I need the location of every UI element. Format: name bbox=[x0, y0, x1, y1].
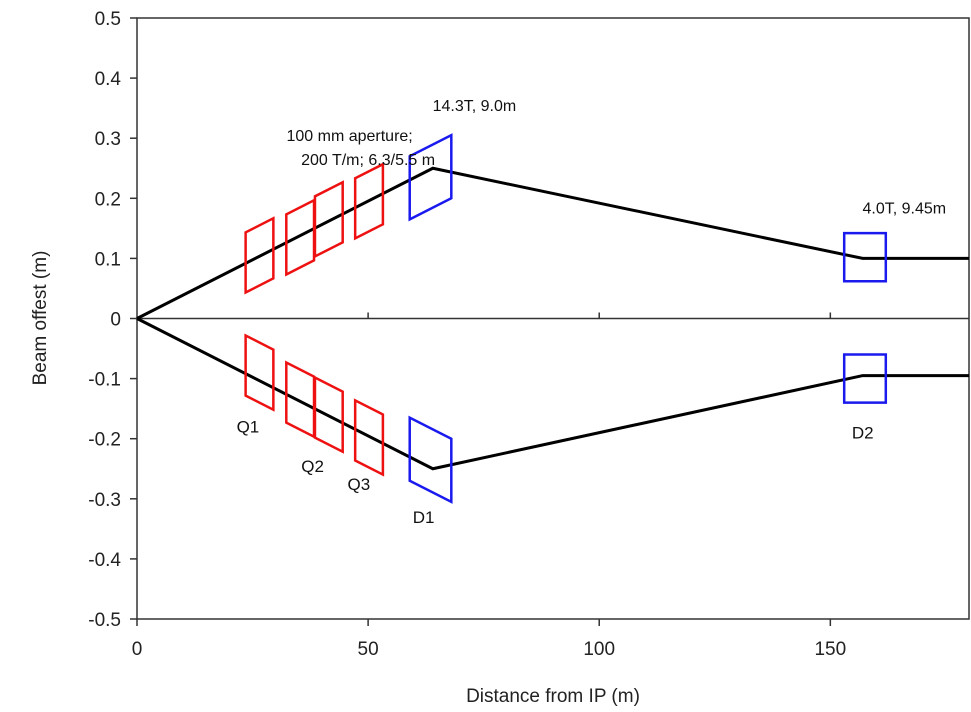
magnet-label-q3: Q3 bbox=[348, 475, 371, 494]
y-tick-label: 0 bbox=[110, 310, 121, 331]
y-tick-label: 0.3 bbox=[95, 129, 121, 150]
y-tick-label: -0.3 bbox=[88, 490, 121, 511]
y-tick-label: -0.1 bbox=[88, 370, 121, 391]
magnet-label-q2: Q2 bbox=[301, 457, 324, 476]
x-axis-title: Distance from IP (m) bbox=[466, 686, 640, 707]
annotation-d2-spec: 4.0T, 9.45m bbox=[862, 200, 946, 217]
y-tick-label: -0.5 bbox=[88, 610, 121, 631]
y-tick-label: 0.1 bbox=[95, 249, 121, 270]
quadrupole-magnet bbox=[313, 180, 344, 259]
magnet-label-d2: D2 bbox=[852, 424, 874, 443]
quadrupole-magnet bbox=[244, 216, 275, 295]
annotation-quad-spec-1: 100 mm aperture; bbox=[286, 128, 412, 145]
y-tick-label: 0.5 bbox=[95, 9, 121, 30]
lower-beam-orbit bbox=[136, 317, 969, 471]
magnet-label-d1: D1 bbox=[413, 508, 435, 527]
quadrupole-magnet bbox=[313, 375, 344, 454]
y-tick-label: 0.2 bbox=[95, 189, 121, 210]
y-tick-label: 0.4 bbox=[95, 69, 122, 90]
x-tick-label: 100 bbox=[583, 639, 615, 660]
magnet-label-q1: Q1 bbox=[237, 418, 260, 437]
upper-beam-orbit bbox=[136, 166, 969, 320]
dipole-magnet bbox=[408, 133, 453, 222]
y-tick-label: -0.4 bbox=[88, 550, 121, 571]
annotation-d1-spec: 14.3T, 9.0m bbox=[433, 98, 517, 115]
y-tick-label: -0.2 bbox=[88, 430, 121, 451]
y-axis-title: Beam offest (m) bbox=[30, 251, 51, 386]
annotation-quad-spec-2: 200 T/m; 6.3/5.5 m bbox=[301, 152, 435, 169]
dipole-magnet bbox=[842, 231, 888, 283]
quadrupole-magnet bbox=[353, 398, 385, 477]
x-tick-label: 50 bbox=[358, 639, 379, 660]
dipole-magnet bbox=[842, 353, 888, 404]
x-tick-label: 150 bbox=[814, 639, 846, 660]
quadrupole-magnet bbox=[244, 333, 275, 412]
y-axis: 0.5 0.4 0.3 0.2 0.1 0 -0.1 -0.2 -0.3 -0.4 -0.5 bbox=[88, 9, 137, 631]
magnets bbox=[244, 133, 888, 504]
quadrupole-magnet bbox=[285, 360, 316, 439]
beam-orbits bbox=[136, 166, 969, 471]
dipole-magnet bbox=[408, 415, 453, 504]
quadrupole-magnet bbox=[353, 162, 385, 241]
x-tick-label: 0 bbox=[132, 639, 143, 660]
plot-frame bbox=[136, 17, 970, 620]
quadrupole-magnet bbox=[285, 198, 316, 277]
annotations: 100 mm aperture; 200 T/m; 6.3/5.5 m 14.3T,… bbox=[237, 98, 947, 527]
x-axis: 0 50 100 150 bbox=[132, 312, 846, 660]
